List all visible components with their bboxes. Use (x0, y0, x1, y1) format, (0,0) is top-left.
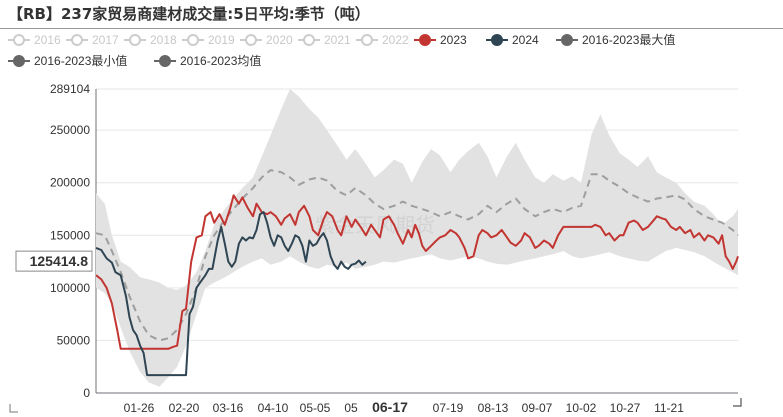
legend-marker-icon (182, 34, 204, 46)
x-axis: 01-26 02-20 03-16 04-10 05-05 05 06-17 07-19 08-… (124, 399, 685, 415)
legend-item[interactable]: 2016 (8, 31, 61, 49)
legend-label: 2019 (208, 33, 235, 47)
x-tick-label: 02-20 (169, 401, 200, 415)
legend-item[interactable]: 2016-2023最大值 (556, 31, 675, 49)
title-divider (0, 28, 783, 29)
y-axis: 0 50000 100000 150000 200000 250000 289104 (50, 82, 97, 400)
mean-line (95, 169, 739, 342)
y-tick-label: 0 (83, 386, 90, 400)
legend-marker-icon (298, 34, 320, 46)
y-tick-label: 200000 (50, 176, 90, 190)
y-tick-label: 289104 (50, 82, 90, 96)
x-tick-label: 10-27 (610, 401, 641, 415)
legend-marker-icon (124, 34, 146, 46)
x-tick-label: 03-16 (213, 401, 244, 415)
legend-marker-icon (414, 34, 436, 46)
range-band (96, 89, 738, 387)
legend-label: 2021 (324, 33, 351, 47)
legend-item[interactable]: 2021 (298, 31, 351, 49)
y-tick-label: 150000 (50, 228, 90, 242)
series-layer (95, 169, 739, 377)
x-tick-label: 08-13 (478, 401, 509, 415)
x-tick-label: 01-26 (124, 401, 155, 415)
legend-item[interactable]: 2019 (182, 31, 235, 49)
legend-marker-icon (154, 55, 176, 67)
legend-label: 2016-2023均值 (180, 54, 262, 68)
legend-item[interactable]: 2016-2023最小值 (8, 52, 127, 70)
legend-item[interactable]: 2023 (414, 31, 467, 49)
legend-label: 2016 (34, 33, 61, 47)
legend-item[interactable]: 2022 (356, 31, 409, 49)
x-tick-label: 05-05 (300, 401, 331, 415)
legend-marker-icon (8, 34, 30, 46)
legend-marker-icon (240, 34, 262, 46)
x-tick-label: 05 (344, 401, 358, 415)
legend-label: 2020 (266, 33, 293, 47)
legend-item[interactable]: 2017 (66, 31, 119, 49)
legend-marker-icon (556, 34, 578, 46)
legend-label: 2016-2023最小值 (34, 54, 128, 68)
legend-marker-icon (8, 55, 30, 67)
x-tick-label: 06-17 (372, 399, 408, 415)
legend-marker-icon (66, 34, 88, 46)
y-tick-label: 50000 (57, 333, 91, 347)
corner-mark-icon (9, 404, 18, 413)
x-tick-label: 07-19 (433, 401, 464, 415)
series-2024-line (95, 211, 367, 377)
axis-pointer-box (15, 250, 93, 272)
legend-marker-icon (356, 34, 378, 46)
legend-item[interactable]: 2024 (486, 31, 539, 49)
legend-marker-icon (486, 34, 508, 46)
legend-label: 2023 (440, 33, 467, 47)
y-tick-label: 100000 (50, 281, 90, 295)
legend-item[interactable]: 2020 (240, 31, 293, 49)
legend-label: 2022 (382, 33, 409, 47)
legend-label: 2017 (92, 33, 119, 47)
legend-label: 2016-2023最大值 (582, 33, 676, 47)
x-tick-label: 11-21 (654, 401, 684, 415)
y-tick-label: 250000 (50, 123, 90, 137)
x-tick-label: 09-07 (522, 401, 553, 415)
corner-mark-icon (733, 398, 742, 407)
page-title: 【RB】237家贸易商建材成交量:5日平均:季节（吨） (8, 5, 370, 23)
axis-pointer-label: 125414.8 (30, 253, 89, 269)
legend-item[interactable]: 2018 (124, 31, 177, 49)
legend-item[interactable]: 2016-2023均值 (154, 52, 261, 70)
legend-label: 2024 (512, 33, 539, 47)
series-2023-line (95, 194, 739, 350)
legend-label: 2018 (150, 33, 177, 47)
max-min-band (96, 89, 738, 387)
x-tick-label: 10-02 (566, 401, 597, 415)
axis-pointer: 125414.8 (9, 250, 742, 413)
x-tick-label: 04-10 (258, 401, 289, 415)
